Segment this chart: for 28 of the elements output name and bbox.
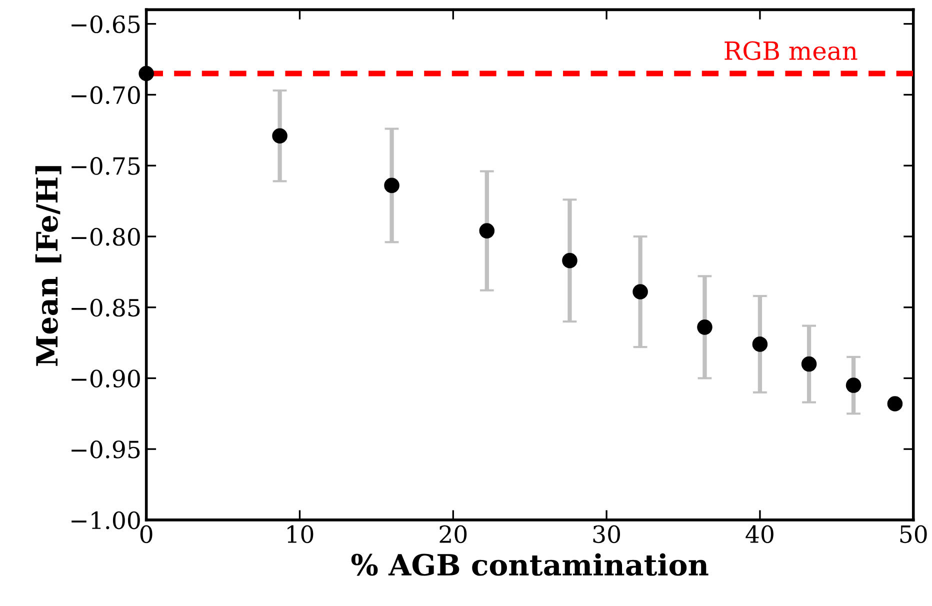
y-tick-label: −0.80 [72,228,140,246]
point [479,223,495,238]
point [138,66,154,82]
point [272,128,288,144]
y-tick-label: −1.00 [72,511,140,530]
y-tick-label: −0.75 [72,157,140,175]
y-tick-label: −0.65 [72,15,140,34]
point [801,356,817,372]
x-tick-label: 50 [900,525,927,544]
x-tick-label: 10 [288,525,314,544]
point [887,396,903,412]
point [384,178,400,194]
y-tick-label: −0.90 [72,370,140,388]
point [632,284,648,300]
x-tick-label: 20 [440,525,467,544]
x-axis-title: % AGB contamination [351,553,708,576]
point [697,320,712,335]
x-tick-label: 0 [140,525,152,544]
point [752,336,768,352]
y-tick-label: −0.70 [72,86,140,104]
y-tick-label: −0.95 [72,440,140,458]
ref-line-label: RGB mean [724,41,858,60]
point [562,252,578,268]
x-tick-label: 40 [746,525,774,544]
x-tick-label: 30 [593,525,620,544]
point [846,378,862,393]
y-axis-title: Mean [Fe/H] [35,166,62,366]
y-tick-label: −0.85 [72,298,140,317]
